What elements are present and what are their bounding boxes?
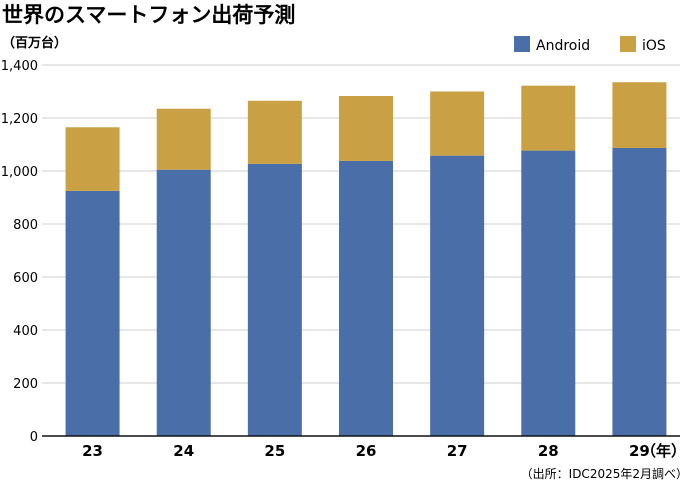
bar-ios-26 [339,96,393,161]
bar-ios-28 [521,85,576,151]
x-tick-label: 24 [173,442,194,460]
bar-android-23 [65,190,120,436]
x-tick-label: 25 [264,442,285,460]
y-tick-label: 200 [13,377,38,392]
legend-label-android: Android [536,38,590,54]
y-tick-label: 400 [13,324,38,339]
bar-ios-27 [430,91,485,156]
x-axis-ticks: 23 24 25 26 27 28 29 [82,442,650,460]
bar-android-26 [339,160,393,436]
x-tick-label: 28 [538,442,559,460]
bar-ios-29 [612,82,667,148]
bar-android-28 [521,150,576,436]
bar-android-29 [612,147,667,436]
bar-ios-23 [65,127,120,191]
source-note: （出所：IDC2025年2月調べ） [521,467,688,481]
legend: Android iOS [514,36,666,54]
bar-android-24 [156,169,211,437]
x-tick-label: 29 [629,442,650,460]
bar-android-27 [430,155,485,436]
y-tick-label: 1,400 [1,59,38,74]
legend-label-ios: iOS [642,38,666,54]
y-tick-label: 1,200 [1,112,38,127]
x-tick-label: 27 [447,442,468,460]
y-tick-label: 600 [13,271,38,286]
y-axis-ticks: 0 200 400 600 800 1,000 1,200 1,400 [1,59,38,445]
x-unit-label: （年） [641,442,686,460]
chart-title: 世界のスマートフォン出荷予測 [2,3,295,27]
bar-ios-25 [247,100,302,164]
bar-android-25 [247,163,302,436]
y-unit-label: （百万台） [2,35,67,51]
x-tick-label: 26 [356,442,377,460]
y-tick-label: 800 [13,218,38,233]
legend-swatch-android [514,36,530,52]
x-tick-label: 23 [82,442,103,460]
legend-swatch-ios [620,36,636,52]
bar-ios-24 [156,108,211,170]
bars [65,82,667,437]
y-tick-label: 1,000 [1,165,38,180]
y-tick-label: 0 [30,430,38,445]
